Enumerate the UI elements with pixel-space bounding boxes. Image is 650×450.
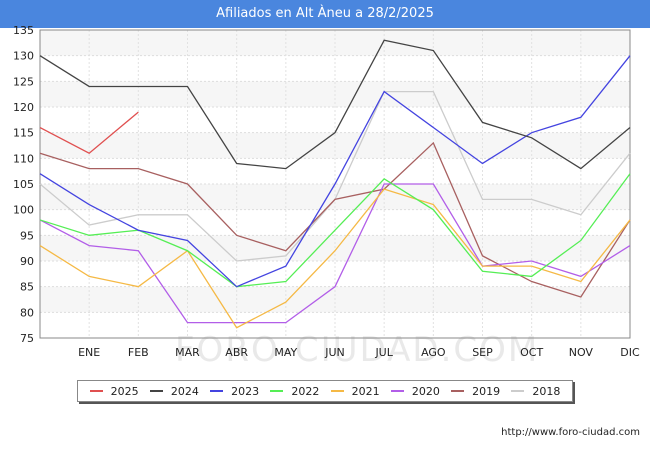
- legend-label: 2025: [110, 384, 139, 398]
- x-tick-label: ENE: [78, 346, 100, 359]
- legend-swatch: [390, 390, 404, 392]
- series-line-2019: [39, 141, 631, 298]
- x-tick-label: FEB: [128, 346, 149, 359]
- legend-label: 2024: [170, 384, 199, 398]
- grid-band: [40, 184, 630, 210]
- y-tick-label: 100: [13, 204, 34, 217]
- legend-item-2018: 2018: [511, 385, 560, 398]
- x-tick-label: MAR: [175, 346, 200, 359]
- x-tick-label: NOV: [569, 346, 594, 359]
- series-line-2020: [39, 183, 631, 324]
- x-tick-label: AGO: [421, 346, 446, 359]
- footer-url: http://www.foro-ciudad.com: [501, 427, 640, 438]
- legend: 2025 2024 2023 2022 2021 2020 2019 2018: [77, 380, 573, 402]
- legend-swatch: [511, 390, 525, 392]
- y-tick-label: 125: [13, 75, 34, 88]
- legend-label: 2021: [351, 384, 380, 398]
- series-line-2025: [39, 111, 139, 154]
- series-line-2023: [39, 55, 631, 288]
- x-tick-label: DIC: [620, 346, 640, 359]
- legend-item-2025: 2025: [89, 384, 139, 398]
- y-tick-label: 80: [20, 306, 34, 319]
- legend-label: 2019: [472, 384, 501, 398]
- title-bar: [0, 0, 650, 28]
- series-line-2024: [39, 39, 631, 170]
- legend-item-2019: 2019: [451, 385, 500, 398]
- x-tick-label: ABR: [225, 346, 248, 359]
- x-tick-label: SEP: [472, 346, 493, 359]
- x-tick-label: OCT: [520, 346, 543, 359]
- legend-swatch: [270, 390, 284, 392]
- y-tick-label: 130: [13, 50, 34, 63]
- legend-swatch: [210, 390, 224, 392]
- legend-item-2021: 2021: [330, 384, 380, 398]
- y-tick-label: 75: [20, 332, 34, 345]
- legend-label: 2023: [231, 384, 260, 398]
- y-tick-label: 135: [13, 24, 34, 37]
- legend-swatch: [89, 390, 103, 392]
- legend-label: 2022: [291, 384, 320, 398]
- series-line-2021: [39, 188, 631, 329]
- legend-item-2020: 2020: [390, 384, 440, 398]
- legend-item-2023: 2023: [210, 385, 259, 398]
- y-tick-label: 95: [20, 229, 34, 242]
- legend-item-2024: 2024: [149, 384, 199, 398]
- y-tick-label: 85: [20, 281, 34, 294]
- x-tick-label: JUN: [324, 346, 345, 359]
- y-tick-label: 120: [13, 101, 34, 114]
- legend-swatch: [330, 390, 344, 392]
- y-tick-label: 90: [20, 255, 34, 268]
- legend-swatch: [149, 390, 163, 392]
- chart-title: Afiliados en Alt Àneu a 28/2/2025: [216, 6, 434, 21]
- legend-item-2022: 2022: [270, 385, 319, 398]
- legend-label: 2018: [532, 384, 561, 398]
- y-tick-label: 115: [13, 127, 34, 140]
- legend-swatch: [451, 390, 465, 392]
- x-tick-label: JUL: [374, 346, 393, 359]
- x-tick-label: MAY: [274, 346, 297, 359]
- legend-label: 2020: [411, 384, 440, 398]
- y-tick-label: 110: [13, 152, 34, 165]
- watermark: FORO-CIUDAD.COM: [175, 330, 540, 370]
- y-tick-label: 105: [13, 178, 34, 191]
